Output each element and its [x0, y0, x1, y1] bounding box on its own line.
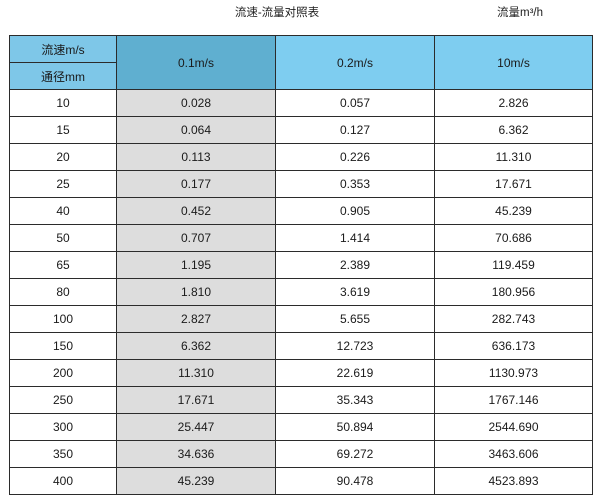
table-row: 100 2.827 5.655 282.743 — [9, 305, 593, 333]
page-title: 流速-流量对照表 — [234, 7, 320, 19]
caption-strip: 流速-流量对照表 流量m³/h — [0, 0, 600, 34]
row-value-10ms: 119.459 — [434, 251, 593, 279]
flow-conversion-table: 流速m/s 0.1m/s 0.2m/s 10m/s 通径mm 10 0.028 … — [9, 35, 593, 495]
row-value-0.2ms: 0.353 — [275, 170, 435, 198]
row-value-10ms: 2.826 — [434, 89, 593, 117]
row-dn: 80 — [9, 278, 117, 306]
row-value-0.2ms: 0.057 — [275, 89, 435, 117]
row-value-0.1ms: 1.810 — [116, 278, 276, 306]
row-value-0.2ms: 69.272 — [275, 440, 435, 468]
row-dn: 65 — [9, 251, 117, 279]
table-row: 300 25.447 50.894 2544.690 — [9, 413, 593, 441]
row-value-0.2ms: 0.905 — [275, 197, 435, 225]
row-value-0.2ms: 12.723 — [275, 332, 435, 360]
table-row: 10 0.028 0.057 2.826 — [9, 89, 593, 117]
table-row: 400 45.239 90.478 4523.893 — [9, 467, 593, 495]
row-value-0.2ms: 3.619 — [275, 278, 435, 306]
row-value-0.2ms: 1.414 — [275, 224, 435, 252]
table-row: 80 1.810 3.619 180.956 — [9, 278, 593, 306]
row-value-10ms: 1130.973 — [434, 359, 593, 387]
row-value-0.1ms: 25.447 — [116, 413, 276, 441]
row-value-0.2ms: 0.127 — [275, 116, 435, 144]
table-row: 40 0.452 0.905 45.239 — [9, 197, 593, 225]
table-row: 25 0.177 0.353 17.671 — [9, 170, 593, 198]
table-row: 350 34.636 69.272 3463.606 — [9, 440, 593, 468]
row-dn: 50 — [9, 224, 117, 252]
row-value-10ms: 11.310 — [434, 143, 593, 171]
row-value-0.2ms: 22.619 — [275, 359, 435, 387]
table-row: 50 0.707 1.414 70.686 — [9, 224, 593, 252]
row-value-0.1ms: 0.064 — [116, 116, 276, 144]
row-value-0.1ms: 11.310 — [116, 359, 276, 387]
table-body: 流速m/s 0.1m/s 0.2m/s 10m/s 通径mm 10 0.028 … — [9, 35, 593, 495]
row-value-10ms: 17.671 — [434, 170, 593, 198]
table-row: 150 6.362 12.723 636.173 — [9, 332, 593, 360]
row-value-0.2ms: 50.894 — [275, 413, 435, 441]
flow-unit-note: 流量m³/h — [497, 7, 543, 19]
row-value-10ms: 636.173 — [434, 332, 593, 360]
row-dn: 25 — [9, 170, 117, 198]
table-row: 250 17.671 35.343 1767.146 — [9, 386, 593, 414]
row-value-10ms: 3463.606 — [434, 440, 593, 468]
row-value-10ms: 282.743 — [434, 305, 593, 333]
row-dn: 200 — [9, 359, 117, 387]
row-value-10ms: 2544.690 — [434, 413, 593, 441]
row-dn: 400 — [9, 467, 117, 495]
row-dn: 40 — [9, 197, 117, 225]
row-dn: 300 — [9, 413, 117, 441]
row-dn: 15 — [9, 116, 117, 144]
row-value-0.1ms: 1.195 — [116, 251, 276, 279]
row-value-10ms: 180.956 — [434, 278, 593, 306]
row-value-10ms: 1767.146 — [434, 386, 593, 414]
header-row-bottom: 通径mm — [9, 62, 593, 90]
row-value-0.1ms: 0.707 — [116, 224, 276, 252]
row-value-0.2ms: 2.389 — [275, 251, 435, 279]
row-value-0.2ms: 5.655 — [275, 305, 435, 333]
row-dn: 250 — [9, 386, 117, 414]
row-dn: 150 — [9, 332, 117, 360]
column-header-1: 0.2m/s — [275, 35, 435, 90]
row-value-0.2ms: 35.343 — [275, 386, 435, 414]
row-value-10ms: 70.686 — [434, 224, 593, 252]
row-dn: 20 — [9, 143, 117, 171]
row-value-0.1ms: 34.636 — [116, 440, 276, 468]
row-value-0.1ms: 2.827 — [116, 305, 276, 333]
row-value-0.1ms: 0.452 — [116, 197, 276, 225]
row-value-0.1ms: 17.671 — [116, 386, 276, 414]
table-row: 15 0.064 0.127 6.362 — [9, 116, 593, 144]
column-header-2: 10m/s — [434, 35, 593, 90]
row-value-0.1ms: 6.362 — [116, 332, 276, 360]
table-row: 65 1.195 2.389 119.459 — [9, 251, 593, 279]
table-row: 20 0.113 0.226 11.310 — [9, 143, 593, 171]
row-value-0.1ms: 45.239 — [116, 467, 276, 495]
table-row: 200 11.310 22.619 1130.973 — [9, 359, 593, 387]
column-header-0: 0.1m/s — [116, 35, 276, 90]
row-value-10ms: 6.362 — [434, 116, 593, 144]
row-dn: 100 — [9, 305, 117, 333]
table-container: 流速m/s 0.1m/s 0.2m/s 10m/s 通径mm 10 0.028 … — [9, 35, 593, 495]
row-dn: 10 — [9, 89, 117, 117]
row-value-0.1ms: 0.113 — [116, 143, 276, 171]
row-dn: 350 — [9, 440, 117, 468]
row-value-0.2ms: 0.226 — [275, 143, 435, 171]
row-value-10ms: 45.239 — [434, 197, 593, 225]
row-value-10ms: 4523.893 — [434, 467, 593, 495]
header-row-top: 流速m/s 0.1m/s 0.2m/s 10m/s — [9, 35, 593, 90]
row-value-0.2ms: 90.478 — [275, 467, 435, 495]
row-value-0.1ms: 0.177 — [116, 170, 276, 198]
corner-header-diameter-label: 通径mm — [9, 62, 117, 90]
corner-header-velocity-label: 流速m/s — [9, 35, 117, 63]
row-value-0.1ms: 0.028 — [116, 89, 276, 117]
